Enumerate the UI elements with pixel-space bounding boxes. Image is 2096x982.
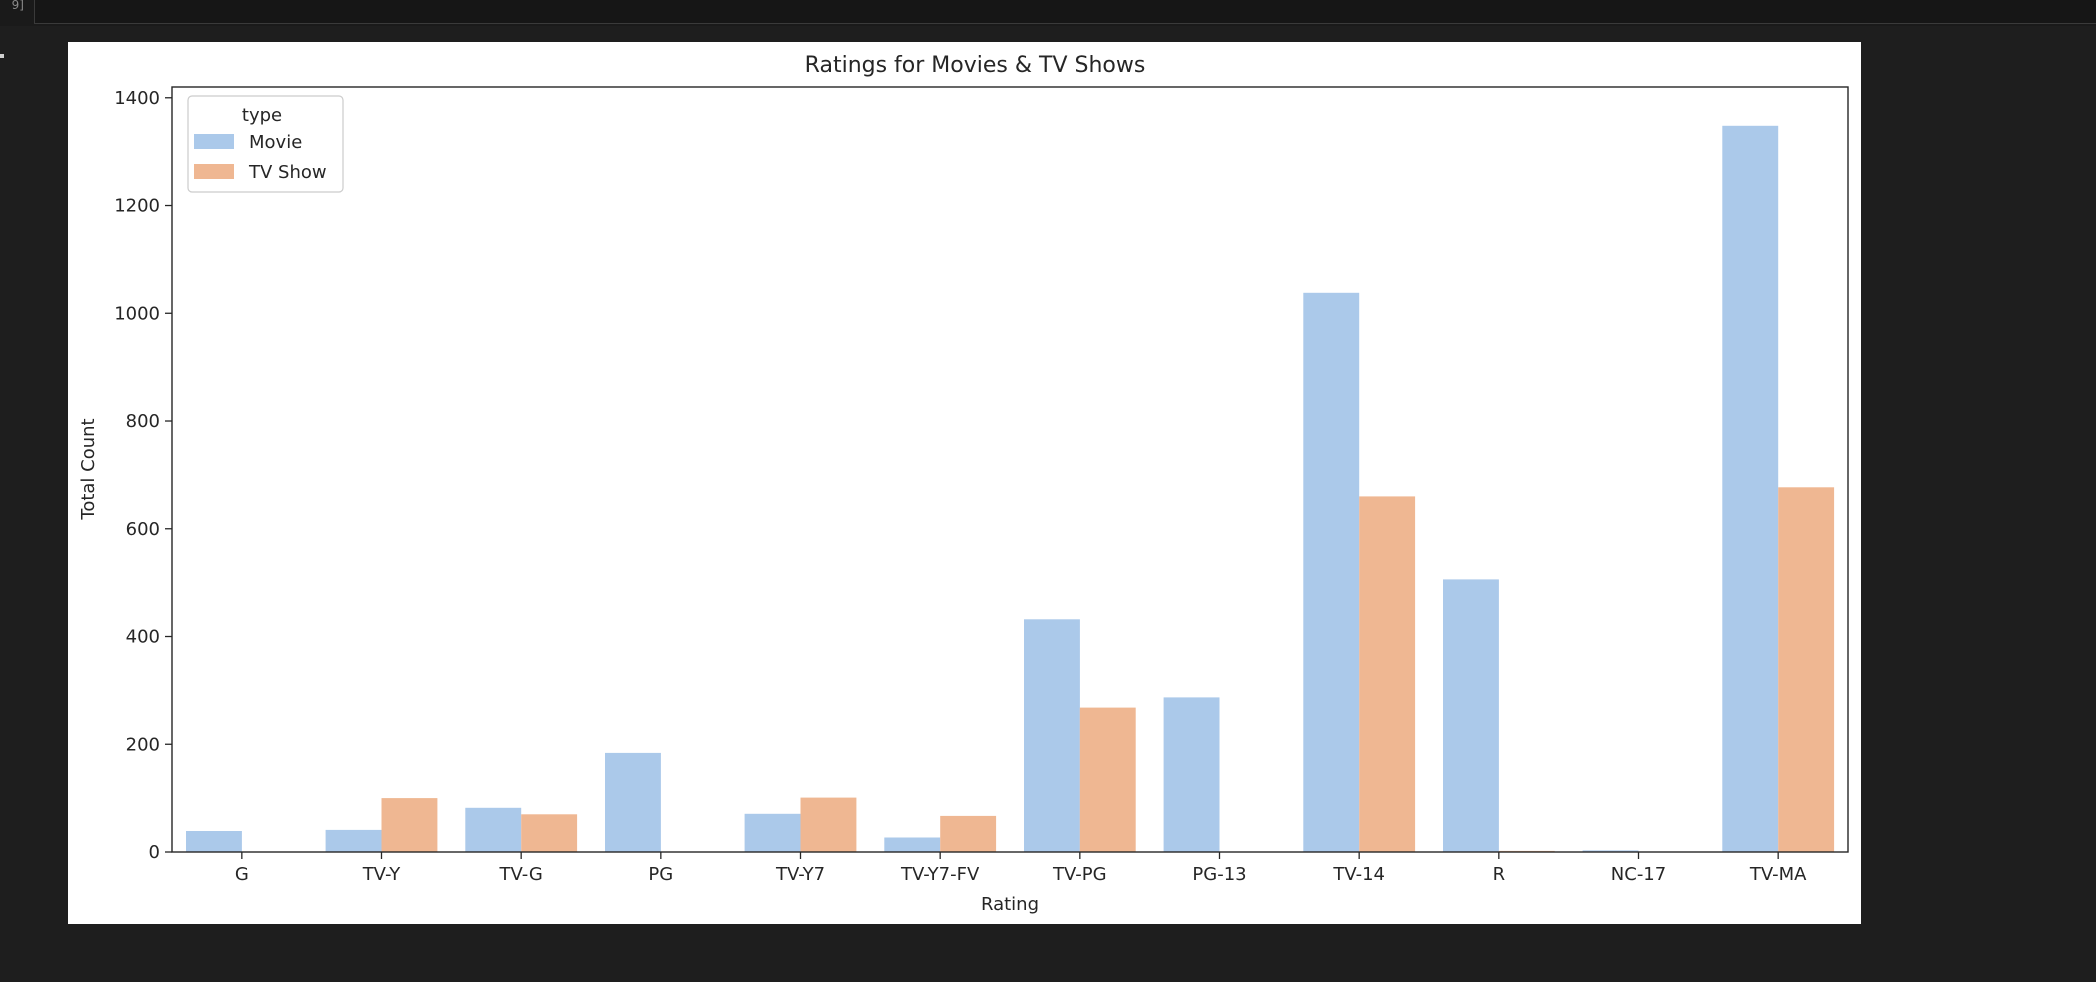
legend-swatch-tv-show [194,164,234,179]
execution-count: 9] [11,0,24,12]
bar-tv-show-tv-y7 [800,797,857,852]
bars-layer [186,125,1835,853]
y-tick-label: 0 [149,842,160,863]
bar-movie-tv-14 [1303,292,1360,852]
bar-movie-pg-13 [1163,697,1220,852]
y-tick-label: 1200 [114,196,160,217]
bar-tv-show-tv-g [521,814,578,852]
bar-chart: Ratings for Movies & TV Shows 0 200 400 600… [78,53,1849,915]
x-tick-label: NC-17 [1611,864,1666,885]
y-axis-label: Total Count [78,418,99,520]
x-tick-label: R [1493,864,1506,885]
legend-label-movie: Movie [249,132,302,153]
bar-movie-nc-17 [1582,850,1639,852]
legend-label-tv-show: TV Show [248,162,327,183]
output-marker [0,54,4,58]
bar-movie-tv-ma [1722,125,1779,853]
chart-figure: Ratings for Movies & TV Shows 0 200 400 600… [68,42,1861,924]
bar-tv-show-tv-ma [1778,487,1835,852]
x-tick-label: TV-MA [1749,864,1807,885]
chart-title: Ratings for Movies & TV Shows [805,53,1146,78]
bar-movie-tv-y7 [744,813,801,853]
y-tick-label: 400 [126,627,160,648]
x-tick-label: TV-G [498,864,542,885]
bar-tv-show-tv-14 [1359,496,1416,852]
bar-movie-tv-y [325,829,382,852]
x-tick-label: G [235,864,249,885]
x-tick-label: TV-Y7-FV [900,864,980,885]
input-cell-strip: 9] [0,0,2096,26]
x-tick-label: TV-Y [362,864,402,885]
x-tick-label: PG-13 [1192,864,1246,885]
x-tick-label: TV-PG [1052,864,1107,885]
code-input-cell[interactable] [34,0,2096,24]
bar-tv-show-tv-pg [1079,707,1136,852]
x-tick-label: TV-Y7 [775,864,825,885]
legend: type Movie TV Show [187,95,344,193]
x-axis: G TV-Y TV-G PG TV-Y7 TV-Y7-FV TV-PG PG-13 TV-14 R… [235,852,1807,885]
x-tick-label: PG [648,864,673,885]
y-tick-label: 800 [126,411,160,432]
x-axis-label: Rating [981,894,1039,915]
bar-movie-pg [605,752,661,852]
legend-swatch-movie [194,134,234,149]
y-axis: 0 200 400 600 800 1000 1200 1400 [114,88,172,863]
bar-movie-tv-y7-fv [884,837,941,852]
y-tick-label: 1400 [114,88,160,109]
legend-title: type [242,105,282,126]
y-tick-label: 600 [126,519,160,540]
plot-frame [171,86,1849,853]
bar-movie-tv-pg [1024,619,1080,852]
x-tick-label: TV-14 [1332,864,1385,885]
bar-movie-tv-g [465,807,522,852]
bar-tv-show-tv-y [381,798,438,852]
y-tick-label: 1000 [114,303,160,324]
y-tick-label: 200 [126,734,160,755]
bar-movie-g [186,831,242,852]
bar-tv-show-tv-y7-fv [940,815,997,852]
bar-movie-r [1443,579,1499,852]
